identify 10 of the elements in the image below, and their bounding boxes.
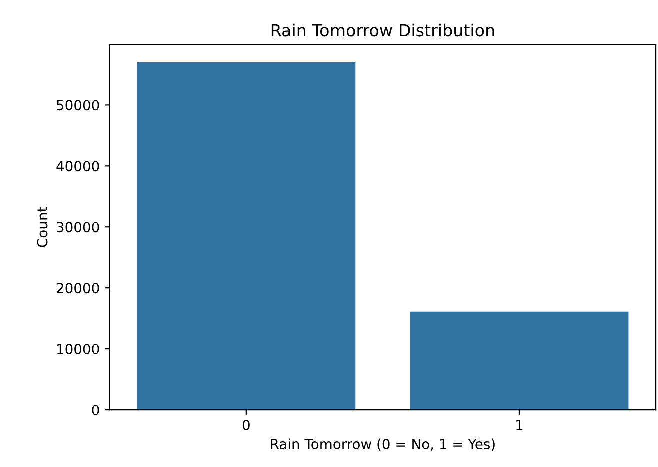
x-tick-label: 1: [516, 420, 523, 430]
y-axis-title: Count: [37, 207, 48, 248]
y-tick-label: 50000: [57, 100, 100, 111]
x-axis-title: Rain Tomorrow (0 = No, 1 = Yes): [271, 438, 495, 452]
y-tick-label: 20000: [57, 283, 100, 294]
y-tick-label: 10000: [58, 344, 100, 355]
y-tick-label: 30000: [57, 222, 100, 233]
y-tick-label: 0: [92, 404, 100, 416]
chart-title: Rain Tomorrow Distribution: [272, 24, 494, 37]
y-tick-label: 40000: [56, 161, 100, 172]
